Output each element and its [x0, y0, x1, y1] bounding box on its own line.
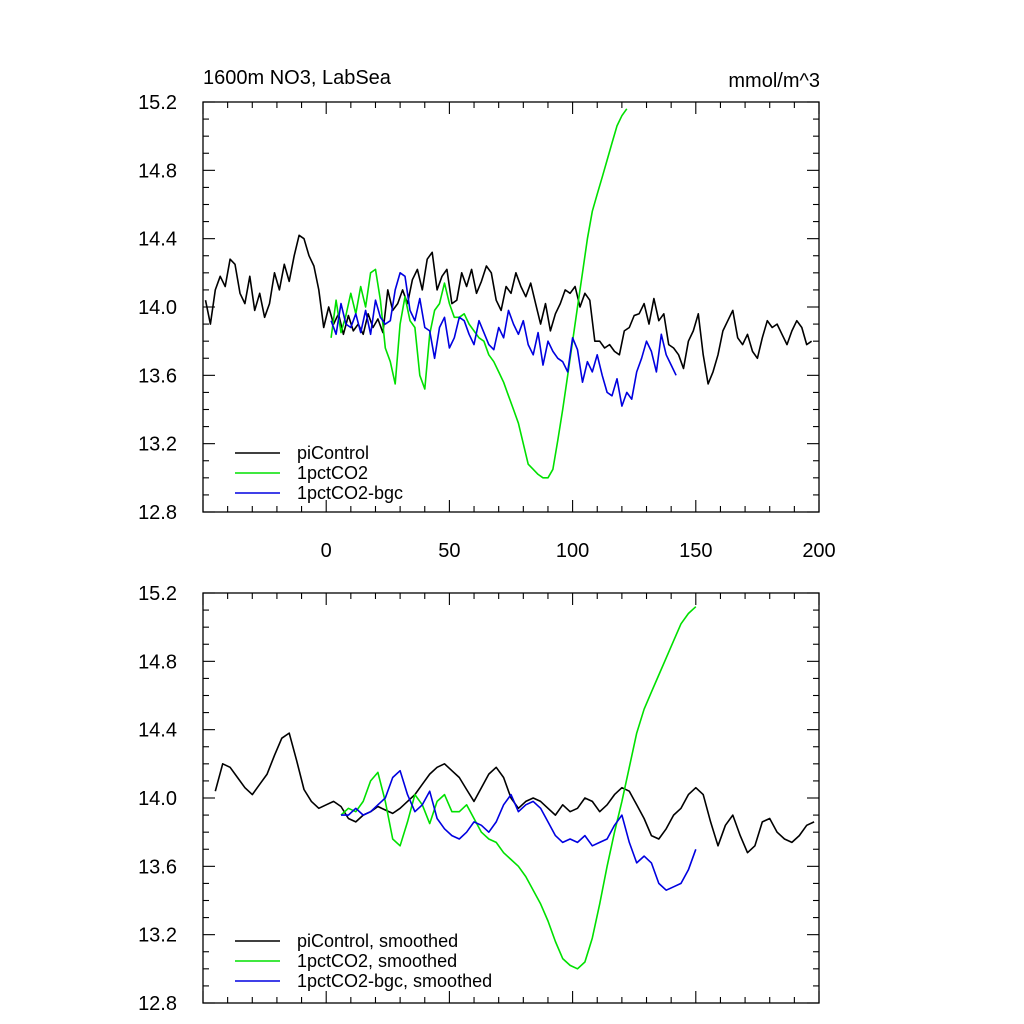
- y-tick-label: 14.4: [138, 229, 177, 251]
- top-series-line-2: [330, 271, 677, 407]
- legend-label: 1pctCO2-bgc, smoothed: [297, 971, 492, 991]
- legend-label: 1pctCO2-bgc: [297, 483, 403, 503]
- y-tick-label: 13.6: [138, 365, 177, 387]
- top-legend: piControl 1pctCO2 1pctCO2-bgc: [235, 443, 403, 503]
- y-tick-label: 14.0: [138, 788, 177, 810]
- y-tick-label: 14.0: [138, 297, 177, 319]
- y-tick-label: 13.2: [138, 434, 177, 456]
- y-tick-label: 12.8: [138, 993, 177, 1015]
- top-chart-units: mmol/m^3: [728, 70, 820, 92]
- bottom-panel: 12.8 13.2 13.6 14.0 14.4 14.8 15.2 piCon…: [138, 583, 820, 1015]
- bottom-legend: piControl, smoothed 1pctCO2, smoothed 1p…: [235, 931, 492, 991]
- top-plot-frame: [202, 101, 820, 513]
- x-tick-label: 50: [438, 540, 460, 562]
- bottom-series-line-0: [214, 732, 815, 854]
- y-tick-label: 13.2: [138, 925, 177, 947]
- top-chart-title: 1600m NO3, LabSea: [203, 67, 392, 89]
- top-series-line-0: [204, 234, 813, 385]
- y-tick-label: 14.8: [138, 651, 177, 673]
- legend-label: 1pctCO2, smoothed: [297, 951, 457, 971]
- x-tick-label: 0: [321, 540, 332, 562]
- y-tick-label: 14.8: [138, 160, 177, 182]
- y-tick-label: 13.6: [138, 856, 177, 878]
- legend-label: piControl, smoothed: [297, 931, 458, 951]
- y-tick-label: 14.4: [138, 720, 177, 742]
- top-series-line-1: [330, 108, 628, 479]
- x-tick-label: 200: [802, 540, 835, 562]
- top-panel: 1600m NO3, LabSea mmol/m^3 12.8 13.2 13.…: [138, 67, 836, 562]
- y-tick-label: 12.8: [138, 502, 177, 524]
- y-tick-label: 15.2: [138, 92, 177, 114]
- legend-label: piControl: [297, 443, 369, 463]
- y-tick-label: 15.2: [138, 583, 177, 605]
- x-tick-label: 100: [556, 540, 589, 562]
- bottom-series-line-1: [340, 606, 697, 970]
- bottom-series-line-2: [341, 769, 697, 892]
- x-tick-label: 150: [679, 540, 712, 562]
- legend-label: 1pctCO2: [297, 463, 368, 483]
